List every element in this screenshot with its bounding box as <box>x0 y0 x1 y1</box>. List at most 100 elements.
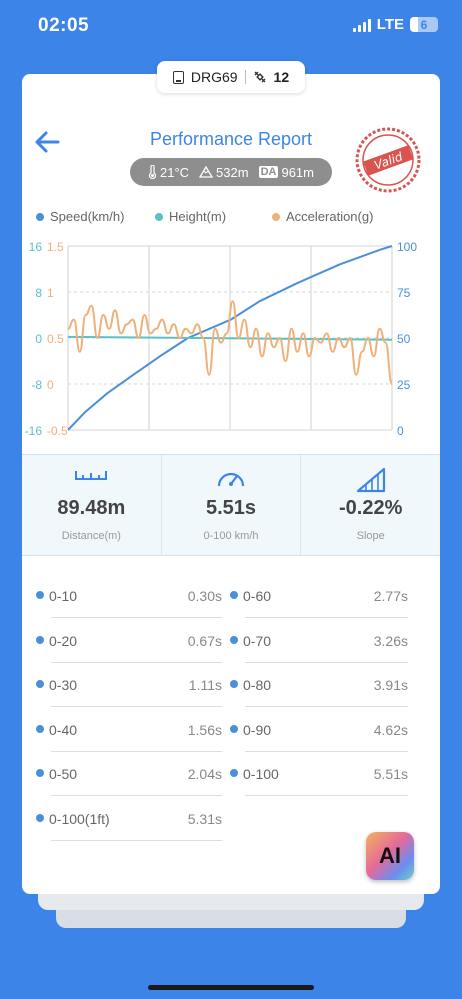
split-row: 0-30 1.11s <box>36 663 222 707</box>
split-label: 0-90 <box>243 721 272 738</box>
split-divider <box>245 661 408 663</box>
page-title: Performance Report <box>149 129 313 149</box>
tick-label: 8 <box>35 286 42 300</box>
series-line-acceleration-g <box>67 300 393 385</box>
signal-icon <box>352 18 371 32</box>
split-dot <box>36 635 44 644</box>
split-row: 0-60 2.77s <box>230 574 408 618</box>
split-value: 2.77s <box>373 588 408 604</box>
stat-time: 5.51s 0-100 km/h <box>160 455 301 555</box>
split-value: 0.30s <box>187 588 222 604</box>
altitude-value: 532m <box>216 164 249 180</box>
split-value: 5.31s <box>187 810 222 827</box>
split-label: 0-20 <box>49 632 78 649</box>
status-time: 02:05 <box>38 15 90 36</box>
legend-label: Speed(km/h) <box>50 209 125 224</box>
tick-label: -0.5 <box>47 424 68 438</box>
temperature: 21°C <box>148 165 189 180</box>
stat-label: Distance(m) <box>61 530 121 542</box>
tick-label: 0 <box>47 378 54 392</box>
split-divider <box>51 839 222 841</box>
mountain-icon <box>199 166 214 178</box>
split-value: 0.67s <box>187 632 222 649</box>
legend-dot <box>36 212 44 221</box>
ai-button-label: AI <box>379 843 401 868</box>
split-value: 3.26s <box>373 632 408 649</box>
stat-label: 0-100 km/h <box>203 530 259 542</box>
conditions-pill: 21°C 532m DA 961m <box>130 158 332 186</box>
split-row: 0-100(1ft) 5.31s <box>36 797 222 841</box>
split-label: 0-100 <box>243 766 279 782</box>
split-value: 1.56s <box>187 721 222 738</box>
split-dot <box>230 769 238 777</box>
split-label: 0-40 <box>49 721 78 738</box>
split-divider <box>245 750 408 752</box>
battery-icon: 6 <box>410 17 438 32</box>
network-type: LTE <box>376 16 404 33</box>
battery-level: 6 <box>420 17 428 32</box>
speedometer-icon <box>217 472 245 487</box>
stat-value: 5.51s <box>205 497 257 519</box>
split-divider <box>51 661 222 663</box>
device-icon <box>172 70 184 84</box>
satellite-icon <box>254 71 266 83</box>
tick-label: 75 <box>397 286 411 300</box>
stat-distance: 89.48m Distance(m) <box>22 455 161 555</box>
split-row: 0-100 5.51s <box>230 752 408 796</box>
split-value: 4.62s <box>373 721 408 738</box>
legend-acceleration[interactable]: Acceleration(g) <box>272 209 373 224</box>
split-label: 0-60 <box>243 588 272 604</box>
performance-chart: 16 8 0 -8 -16 1.5 1 0.5 0 -0.5 100 75 50 25 0 <box>25 240 418 438</box>
split-divider <box>245 795 408 796</box>
legend-height[interactable]: Height(m) <box>155 209 226 224</box>
stat-value: -0.22% <box>338 497 403 519</box>
split-dot <box>230 680 238 688</box>
split-value: 3.91s <box>373 677 408 693</box>
tick-label: -8 <box>31 378 42 392</box>
legend-dot <box>155 212 163 221</box>
legend-label: Height(m) <box>169 209 227 224</box>
ai-assistant-button[interactable]: AI <box>366 832 414 880</box>
split-label: 0-10 <box>49 588 78 604</box>
split-row: 0-70 3.26s <box>230 619 408 663</box>
split-divider <box>51 617 222 618</box>
split-label: 0-80 <box>243 677 272 693</box>
split-row: 0-80 3.91s <box>230 663 408 707</box>
split-dot <box>36 591 44 599</box>
da-badge: DA <box>258 166 279 178</box>
tick-label: 1.5 <box>47 240 64 254</box>
thermometer-icon <box>148 165 157 179</box>
back-arrow-icon[interactable] <box>32 126 64 158</box>
home-indicator <box>148 985 314 990</box>
split-divider <box>245 617 408 618</box>
split-divider <box>51 706 222 707</box>
tick-label: 25 <box>397 378 411 392</box>
tick-label: 16 <box>29 240 43 254</box>
split-dot <box>36 769 44 777</box>
tick-label: 0 <box>35 332 42 346</box>
device-tag[interactable]: DRG69 12 <box>157 61 305 93</box>
report-card: Performance Report 21°C 532m DA 961m Val… <box>22 74 440 894</box>
split-row: 0-90 4.62s <box>230 708 408 752</box>
density-altitude: DA 961m <box>258 164 314 180</box>
split-row: 0-40 1.56s <box>36 708 222 752</box>
temperature-value: 21°C <box>160 164 190 180</box>
split-value: 1.11s <box>188 677 222 693</box>
valid-stamp: Valid <box>355 127 421 193</box>
split-label: 0-30 <box>49 677 78 693</box>
split-divider <box>51 750 222 752</box>
split-value: 2.04s <box>187 766 222 782</box>
tick-label: -16 <box>25 424 43 438</box>
stat-label: Slope <box>356 530 385 542</box>
divider <box>244 70 246 84</box>
legend-speed[interactable]: Speed(km/h) <box>36 209 124 224</box>
density-altitude-value: 961m <box>281 164 314 180</box>
split-dot <box>230 724 238 733</box>
stat-value: 89.48m <box>57 497 126 519</box>
split-dot <box>36 680 44 688</box>
stat-slope: -0.22% Slope <box>300 455 440 555</box>
split-divider <box>51 795 222 796</box>
split-dot <box>36 724 44 733</box>
split-dot <box>36 813 44 822</box>
split-dot <box>230 591 238 599</box>
